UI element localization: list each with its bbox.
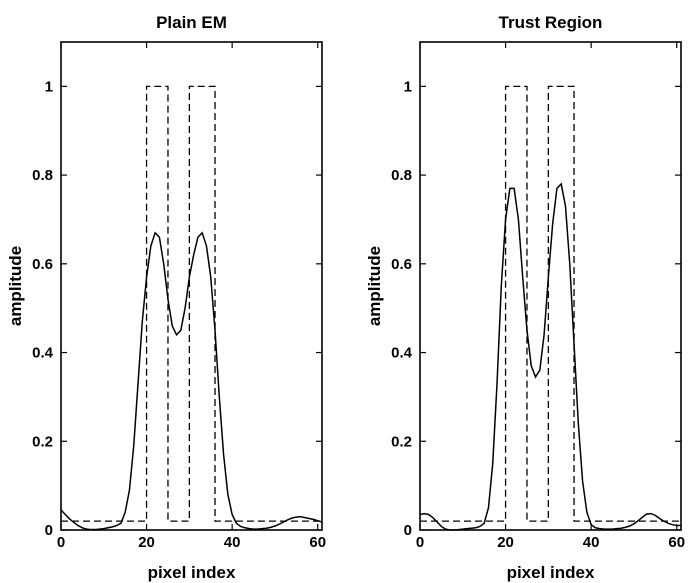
- panel-trust-region: 0 20 40 60 0 0.2 0.4 0.6 0.8 1 Trust Region pixel i…: [365, 13, 685, 582]
- y-tick-label: 0: [404, 522, 412, 539]
- true-object-dashed-line-1: [61, 85, 322, 522]
- x-tick-label: 0: [57, 534, 65, 551]
- x-tick-label: 40: [224, 534, 241, 551]
- x-axis-label: pixel index: [148, 563, 236, 582]
- x-tick-label: 20: [497, 534, 514, 551]
- y-axis-label: amplitude: [365, 246, 384, 326]
- y-tick-label: 1: [404, 78, 412, 95]
- y-tick-label: 0.2: [32, 433, 53, 450]
- plot-frame: [419, 41, 682, 531]
- y-tick-label: 0.8: [391, 167, 412, 184]
- y-tick-label: 0.4: [391, 345, 413, 362]
- y-tick-label: 1: [45, 78, 53, 95]
- tick-marks: [419, 42, 681, 531]
- y-tick-label: 0.6: [32, 256, 53, 273]
- x-axis-label: pixel index: [507, 563, 595, 582]
- true-object-dashed-line-1: [420, 85, 681, 522]
- x-tick-label: 60: [309, 534, 326, 551]
- reconstruction-line-0: [60, 231, 323, 531]
- panel-plain-em: 0 20 40 60 0 0.2 0.4 0.6 0.8 1 Plain EM pixel index…: [6, 13, 326, 582]
- y-tick-label: 0.4: [32, 345, 54, 362]
- tick-marks: [60, 42, 322, 531]
- y-tick-label: 0.2: [391, 433, 412, 450]
- x-tick-label: 0: [416, 534, 424, 551]
- chart-title: Plain EM: [156, 13, 227, 32]
- x-tick-label: 40: [583, 534, 600, 551]
- plot-frame: [60, 41, 323, 531]
- x-tick-label: 60: [668, 534, 685, 551]
- x-tick-label: 20: [138, 534, 155, 551]
- y-tick-label: 0.8: [32, 167, 53, 184]
- reconstruction-line-0: [419, 182, 681, 531]
- y-tick-label: 0: [45, 522, 53, 539]
- y-tick-label: 0.6: [391, 256, 412, 273]
- y-axis-label: amplitude: [6, 246, 25, 326]
- chart-title: Trust Region: [499, 13, 603, 32]
